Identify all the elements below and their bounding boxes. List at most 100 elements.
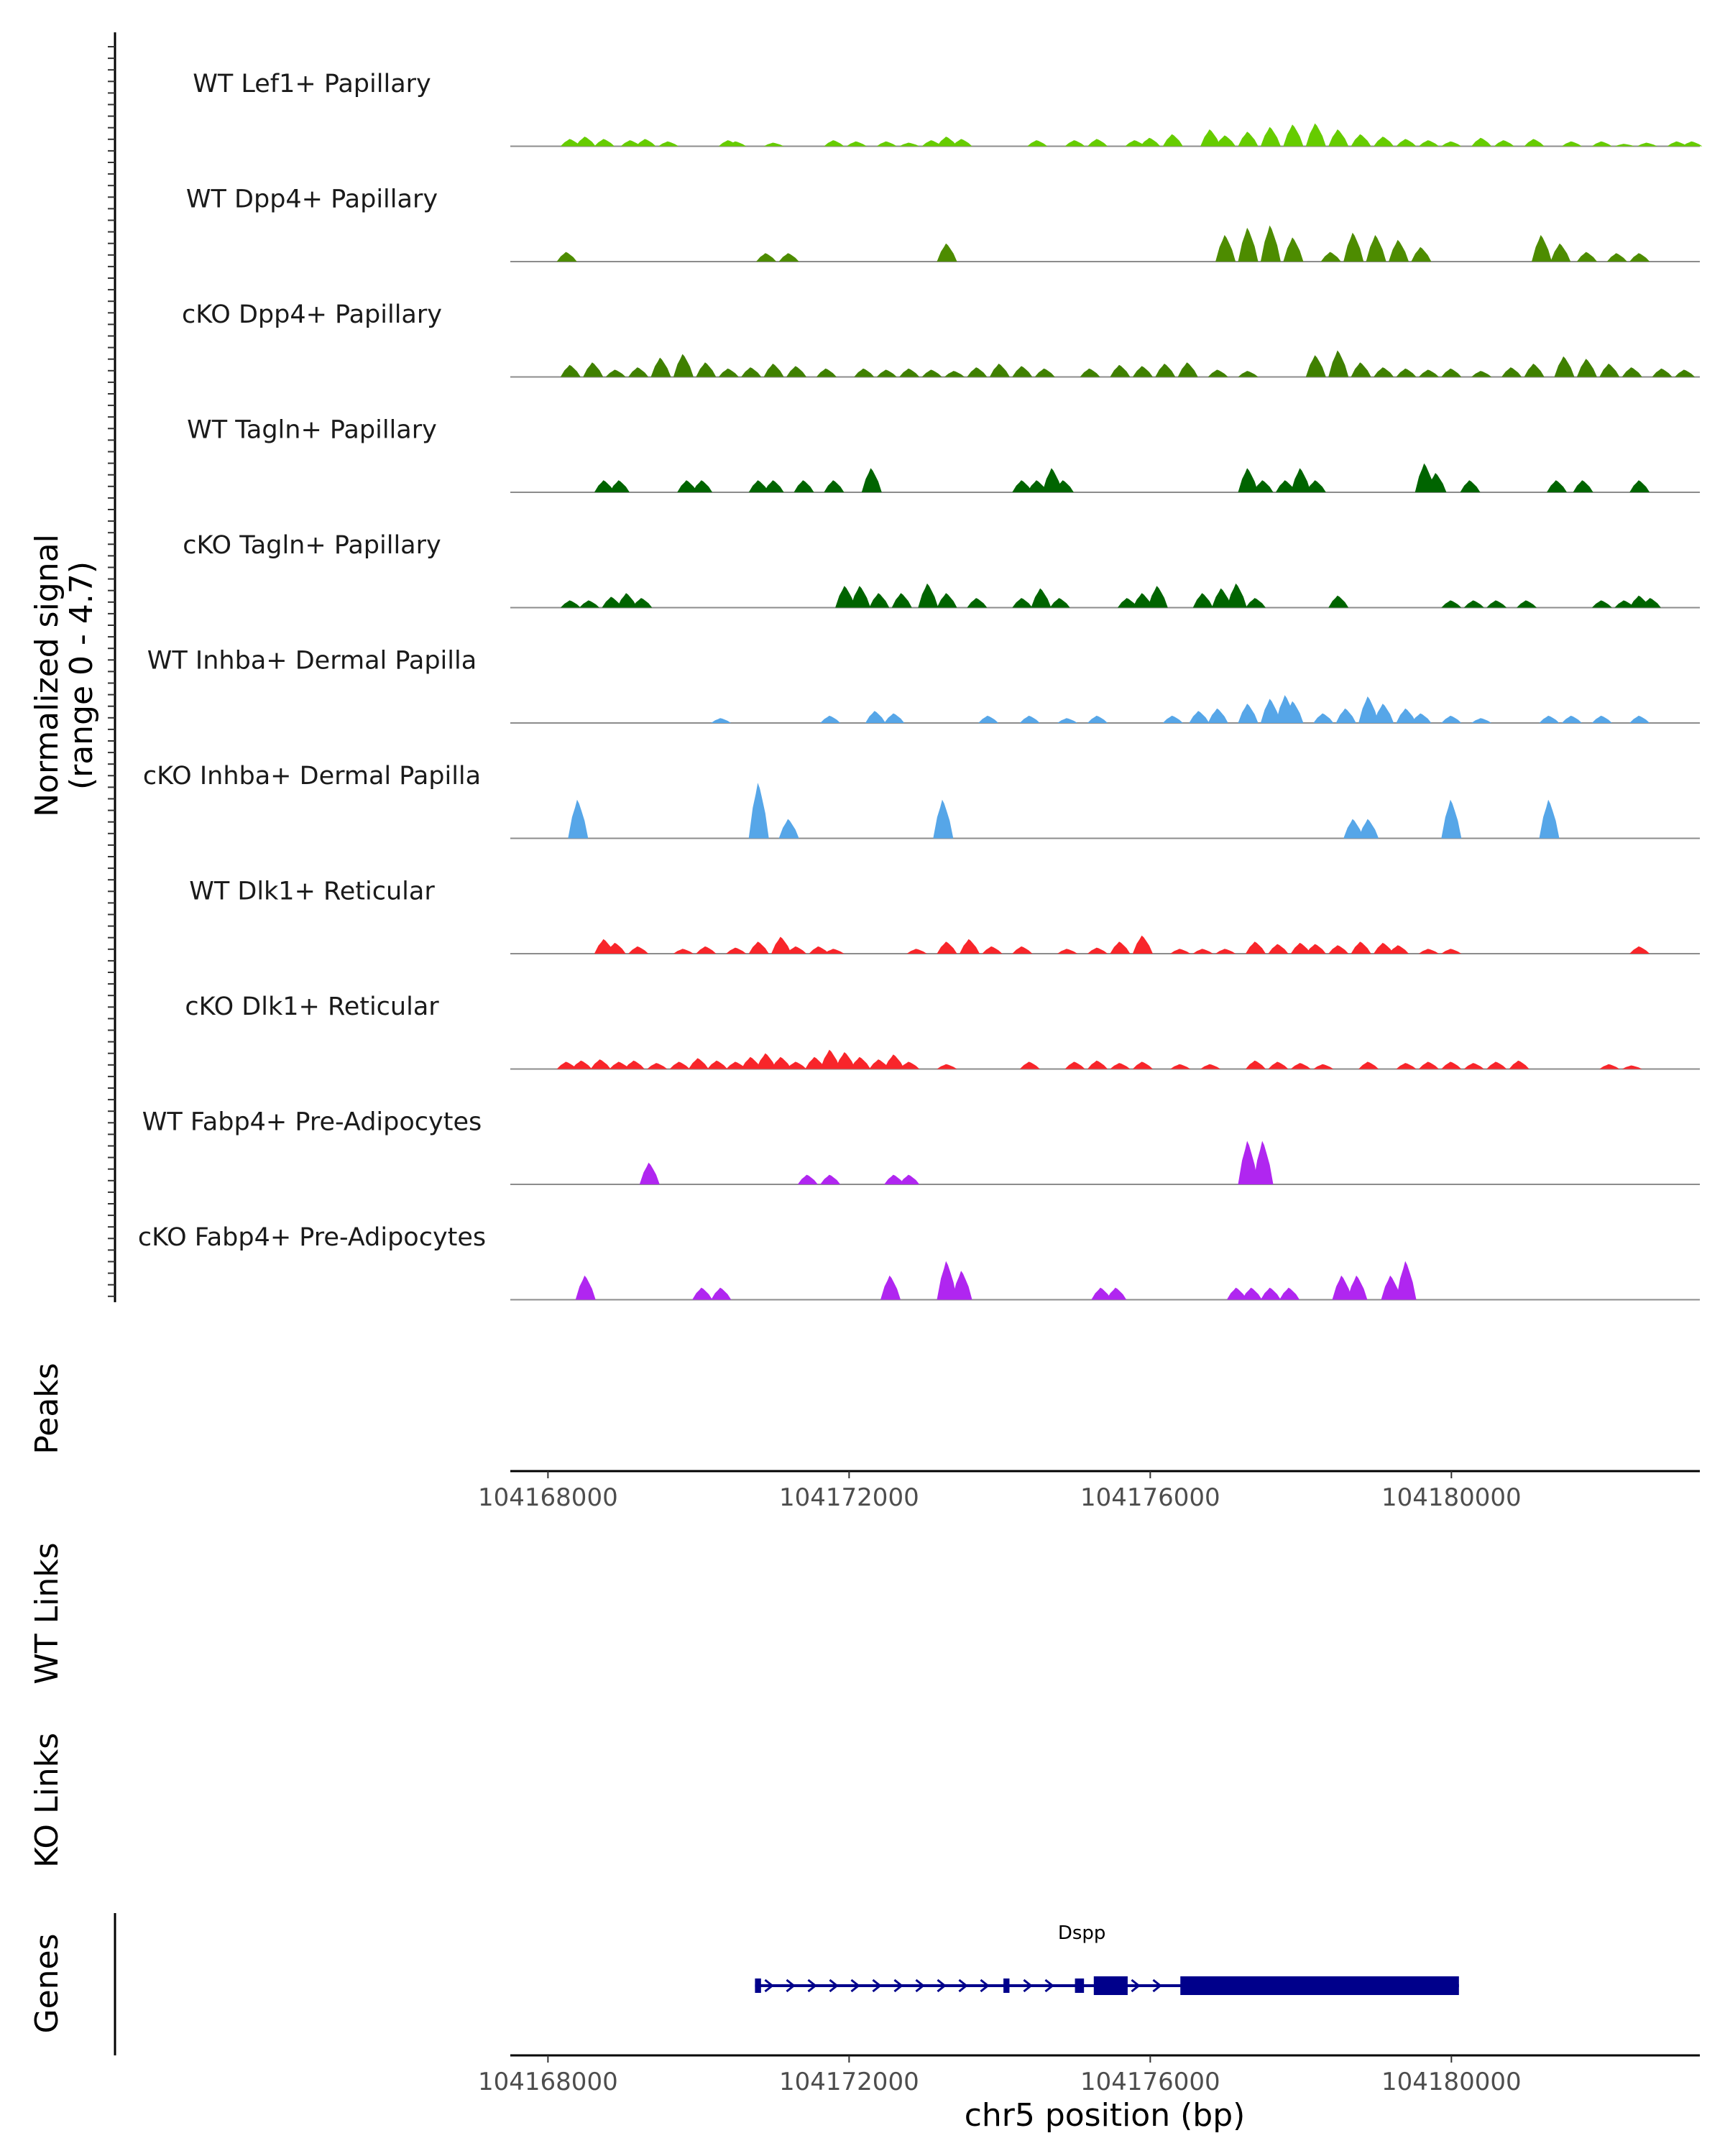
coverage-peak [1192, 593, 1213, 608]
coverage-peak [1215, 135, 1236, 147]
coverage-peak [1305, 355, 1326, 377]
coverage-peak [1246, 1060, 1266, 1069]
track-8 [510, 1049, 1700, 1070]
coverage-peak [937, 941, 957, 954]
coverage-peak [1275, 480, 1296, 492]
coverage-peak [560, 600, 581, 608]
coverage-peak [1411, 713, 1432, 723]
coverage-peak [1162, 715, 1183, 723]
coverage-peak [1328, 945, 1349, 954]
position-axis-top: 104168000 104172000 104176000 104180000 [478, 1470, 1700, 1512]
coverage-peak [1192, 949, 1213, 954]
coverage-peak [583, 362, 604, 377]
gene-exon [755, 1978, 761, 1993]
coverage-peak [1411, 247, 1432, 262]
coverage-peak [647, 1063, 668, 1069]
coverage-peak [658, 141, 678, 147]
coverage-peak [1328, 350, 1349, 377]
coverage-peak [982, 946, 1003, 954]
coverage-peak [1374, 137, 1394, 147]
track-6 [510, 783, 1700, 839]
coverage-peak [594, 480, 615, 492]
coverage-peak [809, 946, 829, 954]
x-tick-label: 104168000 [478, 2068, 618, 2096]
coverage-peak [628, 946, 649, 954]
coverage-peak [1614, 144, 1635, 147]
coverage-peak [1418, 140, 1439, 147]
coverage-peak [1246, 598, 1266, 608]
coverage-peak [1241, 1287, 1262, 1300]
coverage-peak [1561, 141, 1582, 147]
coverage-peak [1057, 949, 1078, 954]
gene-exon [1003, 1978, 1010, 1993]
coverage-peak [1253, 1141, 1274, 1184]
coverage-peak [1396, 139, 1417, 147]
coverage-peak [1539, 799, 1560, 839]
coverage-peak [1208, 708, 1228, 723]
signal-y-axis [108, 32, 116, 1302]
coverage-peak [1441, 600, 1462, 608]
coverage-peak [1374, 942, 1394, 954]
coverage-peak [1087, 947, 1108, 954]
coverage-peak [763, 480, 784, 492]
coverage-peak [1313, 1064, 1334, 1069]
coverage-peak [1614, 600, 1635, 608]
coverage-peak [1675, 369, 1696, 377]
x-tick-label: 104172000 [779, 2068, 919, 2096]
coverage-peak [726, 1061, 747, 1069]
coverage-peak [1561, 715, 1582, 723]
coverage-peak [673, 949, 694, 954]
peaks-panel-label: Peaks [29, 1363, 65, 1454]
coverage-peak [794, 480, 814, 492]
coverage-peak [602, 596, 622, 608]
strand-chevron [786, 1978, 796, 1993]
coverage-peak [1268, 944, 1289, 954]
coverage-peak [1283, 701, 1304, 723]
coverage-peak [1667, 141, 1688, 147]
coverage-peak [594, 139, 615, 147]
coverage-peak [820, 715, 841, 723]
coverage-peak [560, 364, 581, 377]
strand-chevron [1152, 1978, 1162, 1993]
coverage-peak [937, 137, 957, 147]
coverage-peak [835, 586, 856, 608]
coverage-peak [1418, 949, 1439, 954]
coverage-peak [1080, 368, 1100, 377]
coverage-peak [1064, 1061, 1085, 1069]
coverage-peak [1381, 1275, 1402, 1300]
coverage-peak [1463, 1063, 1484, 1069]
coverage-peak [1358, 1061, 1379, 1069]
coverage-peak [1260, 1287, 1281, 1300]
coverage-peak [1606, 253, 1627, 262]
x-tick-label: 104180000 [1381, 2068, 1522, 2096]
coverage-peak [1117, 598, 1138, 608]
strand-chevron [958, 1978, 968, 1993]
coverage-peak [1532, 235, 1552, 262]
coverage-peak [1629, 253, 1650, 262]
y-axis-range: (range 0 - 4.7) [63, 561, 100, 790]
coverage-peak [1524, 364, 1545, 377]
coverage-peak [1246, 941, 1266, 954]
track-5 [510, 695, 1700, 724]
coverage-peak [1418, 1061, 1439, 1069]
coverage-peak [1132, 593, 1153, 608]
coverage-peak [1283, 237, 1304, 262]
coverage-peak [1591, 715, 1612, 723]
strand-chevron [937, 1978, 947, 1993]
coverage-peak [1441, 368, 1462, 377]
coverage-peak [1132, 935, 1153, 954]
coverage-peak [617, 593, 638, 608]
coverage-peak [824, 140, 845, 147]
coverage-peak [1374, 367, 1394, 377]
coverage-peak [1305, 123, 1326, 147]
strand-chevron [764, 1978, 774, 1993]
track-label: WT Lef1+ Papillary [193, 70, 431, 98]
coverage-peak [1238, 371, 1259, 377]
strand-chevron [829, 1978, 839, 1993]
coverage-peak [1640, 598, 1661, 608]
track-1 [510, 225, 1700, 262]
coverage-peak [960, 939, 980, 954]
coverage-peak [650, 357, 671, 377]
track-7 [510, 935, 1700, 954]
coverage-peak [1517, 600, 1537, 608]
